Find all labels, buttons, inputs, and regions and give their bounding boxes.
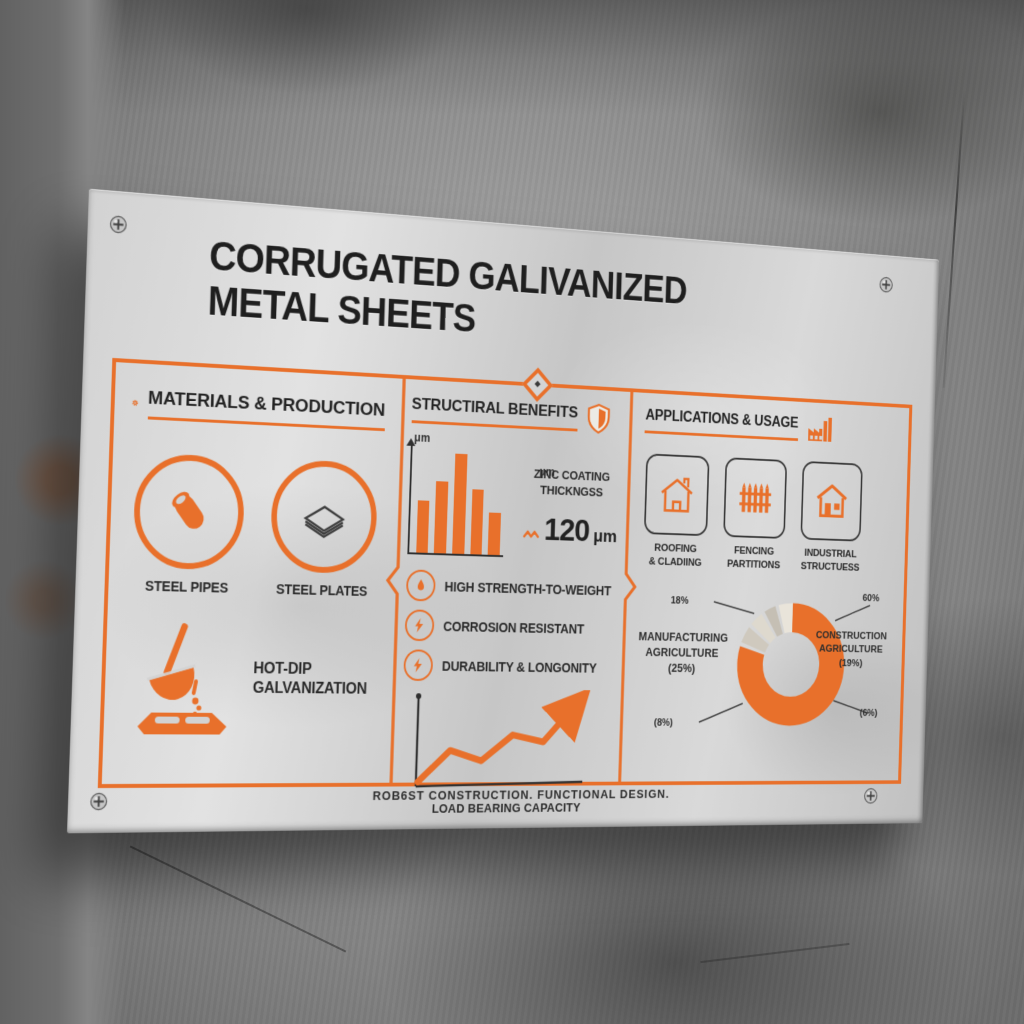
hot-dip-label-line1: HOT-DIP: [253, 660, 312, 678]
benefit-bullets: HIGH STRENGTH-TO-WEIGHT CORROSION RESIST…: [402, 569, 616, 683]
load-line: [417, 705, 574, 782]
zinc-value-number: 120: [543, 511, 590, 549]
zinc-bar: [452, 453, 468, 555]
use-label: FENCING PARTITIONS: [720, 544, 787, 573]
circle-badge: [132, 452, 246, 571]
material-item-steel-pipes: STEEL PIPES: [131, 452, 246, 596]
use-label-line2: STRUCTUESS: [800, 560, 860, 574]
material-item-steel-plates: STEEL PLATES: [269, 458, 379, 599]
zinc-bar: [415, 500, 430, 553]
wall-crack: [942, 88, 966, 388]
donut-label-right: CONSTRUCTION AGRICULTURE (19%): [811, 629, 890, 672]
zinc-caption-block: ZINC COATING THICKNGSS 120 μm: [522, 466, 619, 560]
benefit-item: DURABILITY & LONGONITY: [402, 649, 613, 683]
infographic-frame: MATERIALS & PRODUCTION STEEL PIPES: [98, 358, 913, 788]
use-card: [800, 460, 864, 542]
wall-crack: [129, 845, 347, 953]
donut-label-left-line1: MANUFACTURING: [638, 630, 729, 645]
donut-label-right-line3: (19%): [838, 657, 863, 669]
load-line-chart-svg: [403, 688, 591, 795]
use-card: [723, 457, 788, 539]
section-structural-benefits: STRUCTIRAL BENEFITS μm μm ZINC COATING T…: [387, 379, 635, 783]
zinc-coating-block: μm μm ZINC COATING THICKNGSS 120 μm: [406, 431, 620, 561]
benefits-header: STRUCTIRAL BENEFITS: [411, 393, 621, 436]
steel-plates-icon: [295, 486, 353, 548]
poster-title: CORRUGATED GALIVANIZED METAL SHEETS: [207, 232, 687, 354]
screw-icon: [109, 214, 128, 234]
industrial-building-icon: [813, 481, 851, 522]
zinc-bar: [434, 480, 449, 554]
unit-label: μm: [539, 465, 555, 479]
wall-crack: [700, 942, 850, 964]
steel-pipe-icon: [169, 488, 208, 533]
zinc-caption: ZINC COATING THICKNGSS: [524, 466, 619, 501]
hot-dip-galvanization: HOT-DIP GALVANIZATION: [125, 619, 378, 737]
hot-dip-label-line2: GALVANIZATION: [252, 680, 368, 698]
zinc-bars: [415, 452, 503, 556]
material-label: STEEL PLATES: [275, 581, 368, 599]
donut-label-bottom-right: (6%): [859, 707, 878, 719]
benefit-label: HIGH STRENGTH-TO-WEIGHT: [444, 578, 612, 598]
y-axis-unit: μm: [414, 430, 431, 445]
zinc-bar: [488, 512, 502, 556]
hot-dip-ladle-icon: [137, 622, 227, 735]
use-fencing-partitions: FENCING PARTITIONS: [720, 457, 790, 573]
application-uses: ROOFING & CLADIING: [641, 453, 896, 576]
bolt-icon: [402, 649, 433, 682]
metal-sign-panel: CORRUGATED GALIVANIZED METAL SHEETS MATE…: [67, 189, 939, 834]
donut-label-right-line2: AGRICULTURE: [819, 643, 883, 656]
factory-icon: [807, 417, 832, 442]
donut-label-top-right: 60%: [862, 592, 880, 604]
applications-title: APPLICATIONS & USAGE: [644, 407, 799, 442]
use-label: ROOFING & CLADIING: [641, 541, 710, 570]
benefit-label: CORROSION RESISTANT: [443, 618, 585, 636]
section-materials-production: MATERIALS & PRODUCTION STEEL PIPES: [102, 362, 400, 784]
gear-icon: [131, 377, 139, 429]
donut-label-bottom-left: (8%): [653, 717, 674, 729]
material-label: STEEL PIPES: [144, 577, 229, 596]
droplet-icon: [405, 569, 436, 602]
zinc-bar-chart: μm μm: [406, 431, 555, 558]
donut-label-right-line1: CONSTRUCTION: [815, 629, 887, 642]
materials-header: MATERIALS & PRODUCTION: [131, 377, 386, 441]
zinc-value-unit: μm: [593, 526, 618, 547]
use-label: INDUSTRIAL STRUCTUESS: [797, 547, 863, 576]
screw-icon: [89, 792, 108, 811]
usage-donut-block: 18% (8%) 60% (6%) MANUFACTURING AGRICULT…: [635, 572, 892, 761]
benefit-item: HIGH STRENGTH-TO-WEIGHT: [405, 569, 615, 605]
benefit-item: CORROSION RESISTANT: [404, 609, 614, 644]
screw-icon: [879, 276, 894, 294]
load-bearing-label: LOAD BEARING CAPACITY: [431, 800, 581, 816]
materials-title: MATERIALS & PRODUCTION: [147, 387, 386, 432]
use-industrial-structures: INDUSTRIAL STRUCTUESS: [797, 460, 865, 576]
use-roofing-cladding: ROOFING & CLADIING: [641, 453, 713, 570]
use-label-line2: PARTITIONS: [726, 558, 781, 571]
benefit-label: DURABILITY & LONGONITY: [441, 657, 597, 676]
zinc-bar: [470, 489, 485, 555]
section-applications-usage: APPLICATIONS & USAGE: [623, 392, 910, 781]
zinc-value: 120 μm: [522, 511, 617, 550]
materials-items: STEEL PIPES STEEL PLATES: [131, 452, 383, 600]
donut-label-left: MANUFACTURING AGRICULTURE (25%): [637, 629, 729, 677]
house-outline-icon: [657, 474, 697, 516]
use-card: [644, 453, 710, 537]
donut-label-left-line3: (25%): [667, 661, 696, 675]
donut-label-left-line2: AGRICULTURE: [645, 645, 719, 660]
use-label-line2: & CLADIING: [648, 556, 702, 569]
shield-icon: [586, 402, 612, 435]
bolt-icon: [404, 609, 435, 642]
hot-dip-label: HOT-DIP GALVANIZATION: [252, 660, 367, 700]
circle-badge: [269, 458, 379, 575]
donut-label-top-left: 18%: [670, 595, 689, 607]
applications-header: APPLICATIONS & USAGE: [644, 406, 897, 448]
wave-icon: [523, 528, 540, 540]
benefits-title: STRUCTIRAL BENEFITS: [411, 394, 579, 432]
fence-icon: [739, 482, 772, 513]
